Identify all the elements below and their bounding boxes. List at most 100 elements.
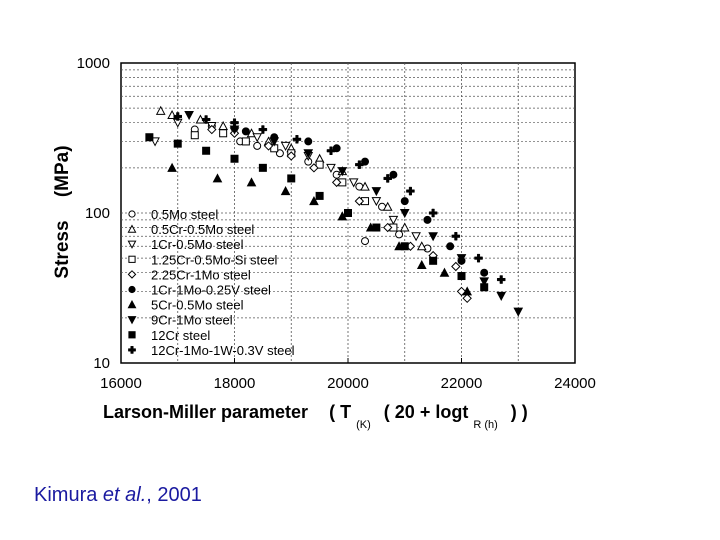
- data-point: [309, 196, 319, 206]
- data-point: [246, 177, 257, 187]
- data-point: [252, 133, 263, 143]
- y-axis-title-main: Stress: [52, 220, 73, 278]
- data-point: [355, 160, 364, 169]
- data-point: [258, 125, 268, 134]
- data-point: [416, 241, 427, 251]
- data-point: [173, 112, 182, 121]
- y-axis-title-unit: (MPa): [52, 145, 73, 197]
- data-point: [371, 197, 382, 207]
- legend-label: 0.5Cr-0.5Mo steel: [151, 222, 254, 237]
- y-tick-label: 1000: [77, 55, 110, 72]
- data-point: [155, 105, 166, 115]
- data-markers: [145, 105, 524, 317]
- data-point: [337, 167, 348, 177]
- data-point: [361, 237, 370, 246]
- data-point: [462, 286, 473, 296]
- legend-label: 1Cr-1Mo-0.25V steel: [151, 283, 271, 298]
- citation: Kimura et al., 2001: [34, 484, 202, 507]
- x-axis-formula-mid: ( 20 + logt: [384, 402, 469, 422]
- data-point: [400, 197, 409, 206]
- x-tick-label: 16000: [100, 375, 142, 392]
- data-point: [389, 170, 398, 179]
- legend-marker: [128, 285, 136, 294]
- data-point: [190, 131, 199, 140]
- x-axis-formula-sub-k: (K): [356, 419, 371, 431]
- legend-label: 1.25Cr-0.5Mo-Si steel: [151, 252, 278, 267]
- data-point: [230, 118, 239, 127]
- data-point: [513, 307, 524, 317]
- data-point: [480, 268, 489, 277]
- data-point: [292, 135, 302, 144]
- data-point: [354, 196, 365, 206]
- data-point: [428, 232, 438, 242]
- legend-marker: [128, 331, 136, 339]
- x-tick-label: 18000: [214, 375, 256, 392]
- data-point: [451, 231, 461, 241]
- data-point: [280, 186, 291, 196]
- series-7: [184, 111, 524, 317]
- data-point: [287, 174, 296, 183]
- data-point: [219, 129, 228, 138]
- data-point: [423, 215, 432, 224]
- legend-label: 0.5Mo steel: [151, 207, 218, 222]
- data-point: [462, 293, 472, 304]
- data-point: [241, 127, 250, 136]
- data-point: [395, 230, 404, 239]
- data-point: [201, 115, 211, 124]
- data-point: [348, 178, 359, 188]
- x-axis-formula-close: ) ): [511, 402, 528, 422]
- series-9: [173, 112, 506, 284]
- data-point: [331, 177, 342, 188]
- y-axis-title: Stress (MPa): [52, 145, 73, 278]
- y-tick-label: 10: [93, 355, 110, 372]
- data-point: [173, 139, 182, 148]
- legend-marker: [128, 346, 136, 354]
- grid: [121, 63, 575, 363]
- citation-prefix: Kimura: [34, 484, 103, 506]
- data-point: [184, 111, 194, 121]
- data-point: [360, 181, 370, 191]
- data-point: [480, 283, 489, 292]
- data-point: [167, 162, 177, 172]
- data-point: [145, 133, 154, 142]
- series-8: [145, 133, 489, 292]
- data-point: [212, 173, 223, 183]
- data-point: [399, 209, 410, 219]
- data-point: [207, 124, 217, 135]
- x-axis-title: Larson-Miller parameter ( T (K) ( 20 + l…: [103, 402, 528, 432]
- data-point: [411, 232, 421, 242]
- data-point: [446, 242, 455, 251]
- data-point: [382, 201, 393, 211]
- legend-marker: [127, 299, 137, 309]
- data-point: [303, 149, 314, 159]
- legend-marker: [128, 210, 136, 218]
- legend-label: 5Cr-0.5Mo steel: [151, 298, 244, 313]
- series-4: [207, 124, 472, 304]
- data-point: [258, 163, 267, 172]
- data-point: [474, 253, 483, 263]
- data-point: [230, 154, 239, 163]
- data-point: [315, 191, 324, 200]
- legend-label: 12Cr steel: [151, 328, 210, 343]
- data-point: [315, 160, 324, 169]
- data-point: [456, 254, 467, 264]
- legend-marker: [127, 224, 137, 233]
- citation-suffix: , 2001: [146, 484, 202, 506]
- creep-rupture-chart: 16000 18000 20000 22000 24000 10 100 1000 0.5Mo…: [52, 55, 596, 432]
- data-point: [496, 291, 507, 301]
- x-axis-formula-sub-r: R (h): [473, 419, 497, 431]
- data-point: [400, 242, 409, 251]
- x-tick-label: 22000: [441, 375, 483, 392]
- data-point: [451, 261, 461, 272]
- data-point: [479, 277, 490, 287]
- data-point: [241, 137, 250, 146]
- data-point: [344, 209, 352, 217]
- data-point: [383, 174, 392, 183]
- data-point: [371, 187, 382, 197]
- data-point: [372, 223, 381, 232]
- data-point: [304, 137, 313, 146]
- data-point: [416, 259, 427, 270]
- legend-marker: [127, 270, 137, 279]
- data-point: [218, 120, 228, 131]
